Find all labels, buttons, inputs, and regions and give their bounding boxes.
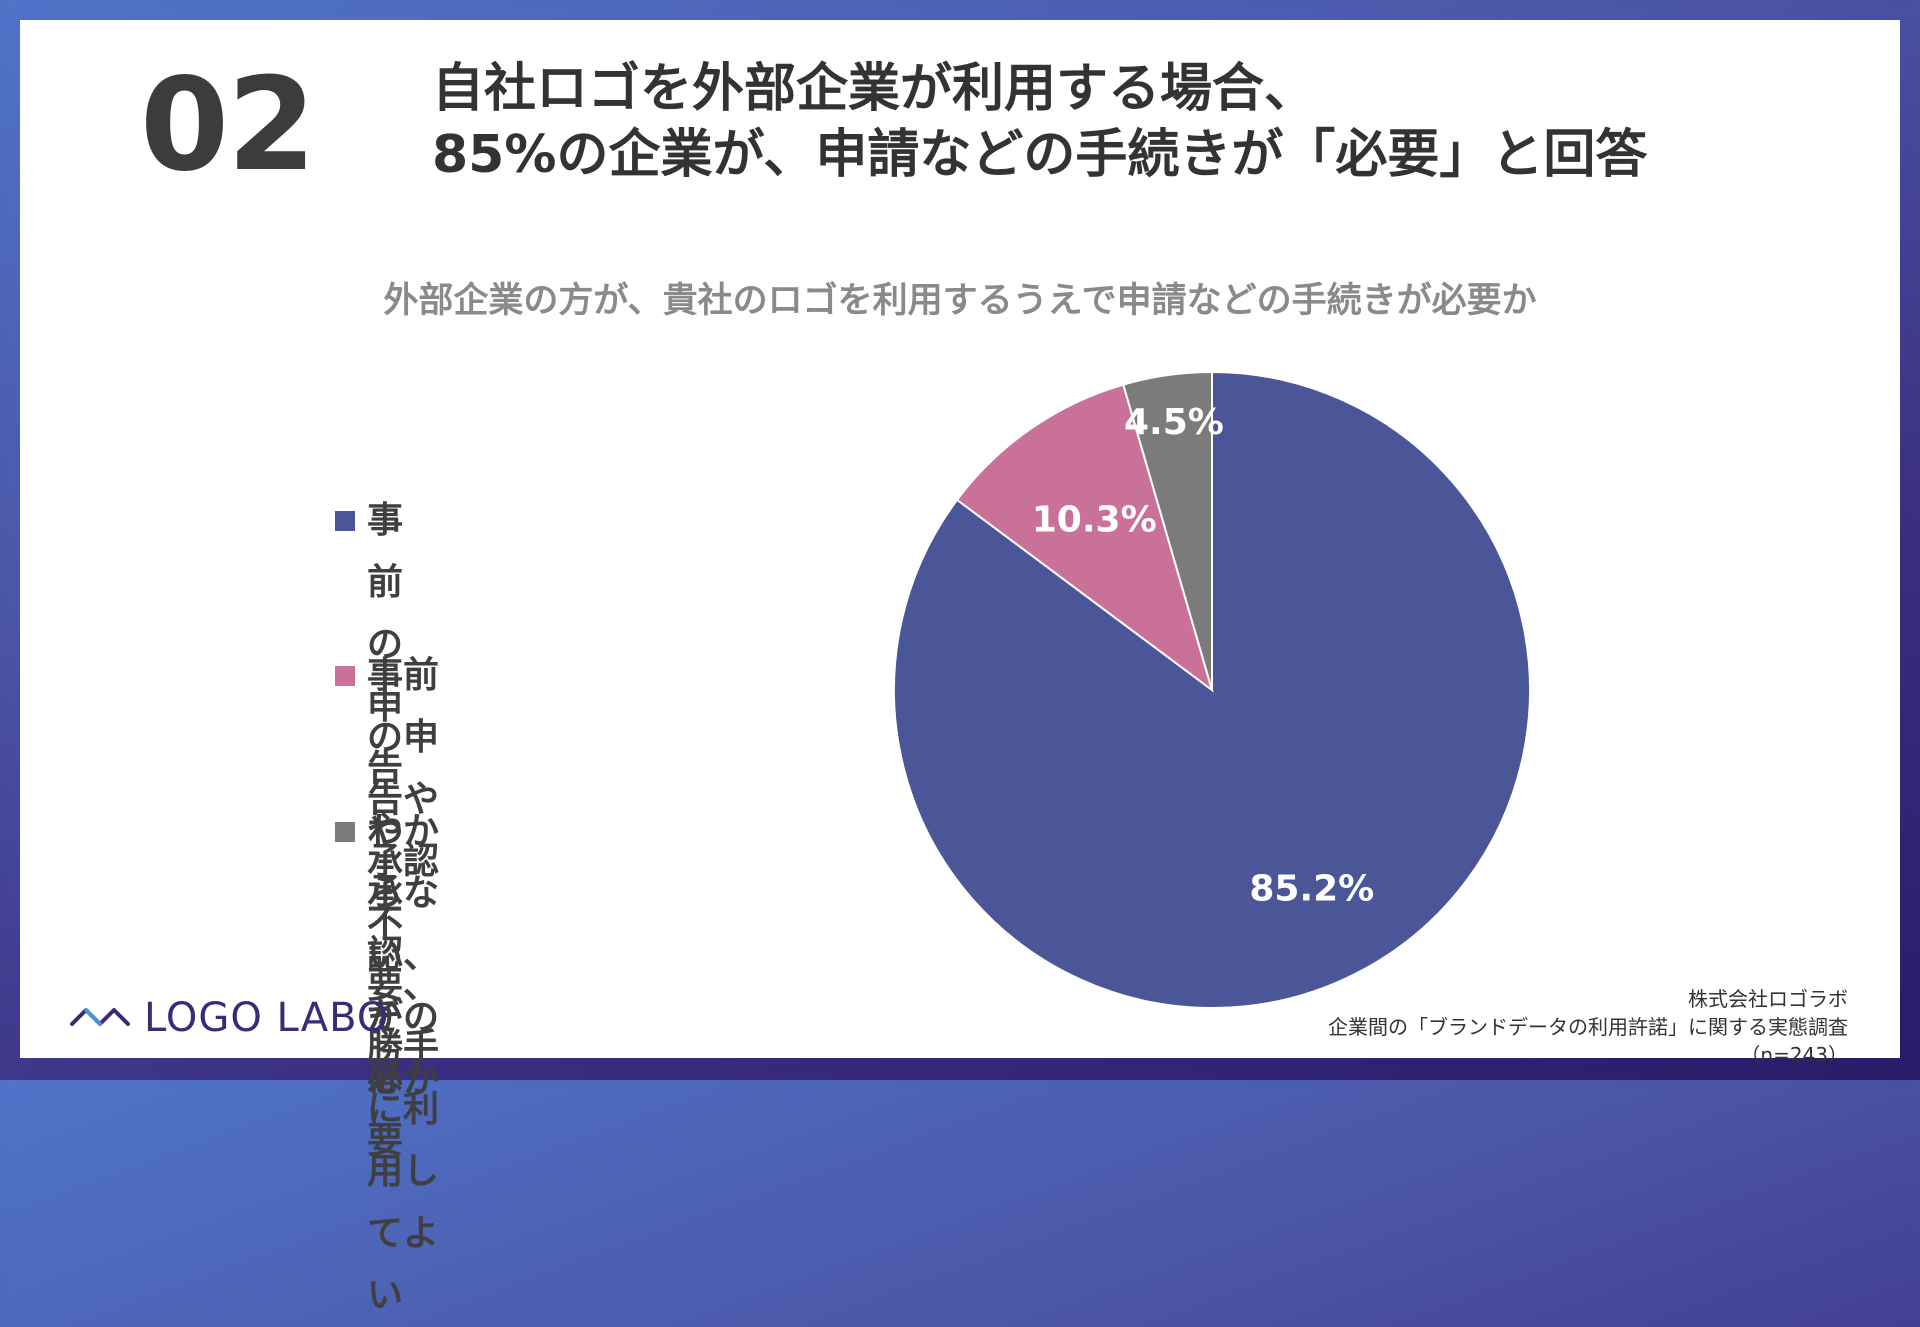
source-sample-size: （n=243） (1740, 1043, 1848, 1067)
legend-item-required: 事前の申告や承認が必要 (335, 490, 403, 1172)
headline-line-1: 自社ロゴを外部企業が利用する場合、 (432, 59, 1317, 119)
pie-chart-svg: 85.2% 10.3% 4.5% (893, 370, 1531, 1009)
legend-item-unknown: わからない、そのほか (335, 801, 439, 1111)
legend-label-unknown: わからない、そのほか (367, 811, 440, 1100)
headline-line-2: 85%の企業が、申請などの手続きが「必要」と回答 (432, 125, 1648, 185)
pie-slice-not-required (955, 383, 1214, 693)
pie-slice-unknown (1122, 370, 1213, 691)
source-survey-name: 企業間の「ブランドデータの利用許諾」に関する実態調査 (1328, 1015, 1848, 1039)
data-label-not-required: 10.3% (1032, 500, 1157, 541)
pie-chart: 85.2% 10.3% 4.5% (892, 370, 1532, 1010)
wave-logo-icon (70, 1008, 130, 1026)
data-label-required: 85.2% (1249, 868, 1374, 909)
slide-headline: 自社ロゴを外部企業が利用する場合、 85%の企業が、申請などの手続きが「必要」と… (432, 56, 1647, 188)
legend-label-required: 事前の申告や承認が必要 (367, 500, 404, 1161)
brand-name: LOGO LABO (144, 995, 390, 1041)
legend-swatch-unknown (335, 822, 355, 842)
slide-frame: 02 自社ロゴを外部企業が利用する場合、 85%の企業が、申請などの手続きが「必… (20, 20, 1900, 1316)
survey-source: 株式会社ロゴラボ 企業間の「ブランドデータの利用許諾」に関する実態調査 （n=2… (1328, 985, 1848, 1069)
brand-logo: LOGO LABO (68, 995, 389, 1041)
chart-title: 外部企業の方が、貴社のロゴを利用するうえで申請などの手続きが必要か (383, 281, 1537, 321)
slide-number: 02 (140, 51, 316, 200)
pie-slice-required (893, 370, 1531, 1009)
data-label-unknown: 4.5% (1124, 402, 1224, 443)
legend-swatch-required (335, 511, 355, 531)
legend-swatch-not-required (335, 666, 355, 686)
source-company: 株式会社ロゴラボ (1688, 987, 1848, 1011)
